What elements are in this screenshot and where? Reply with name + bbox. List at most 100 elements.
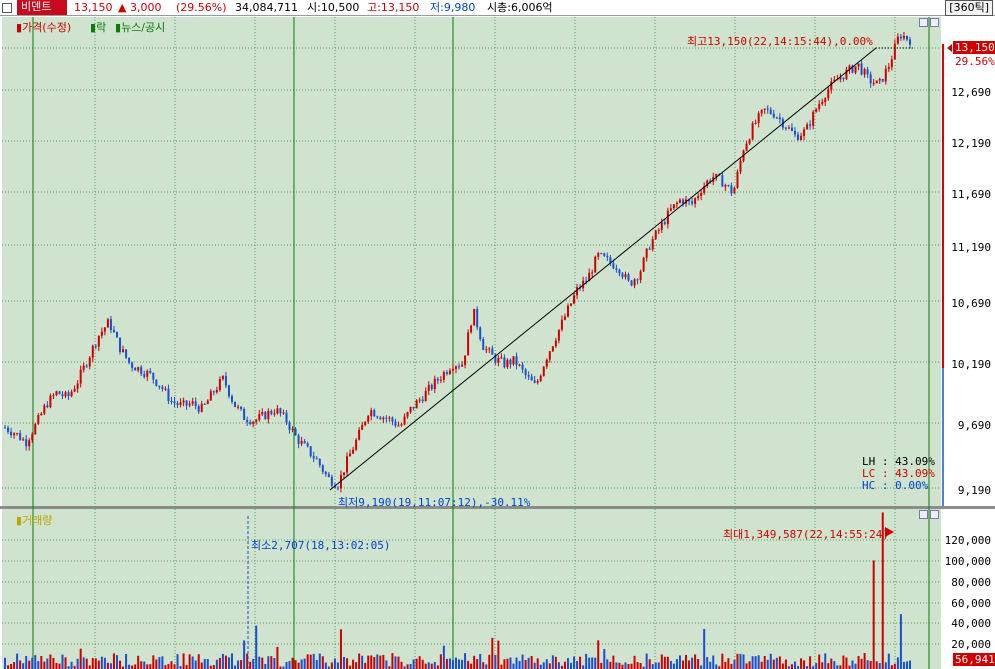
price-candle (524, 369, 527, 376)
legend-volume[interactable]: ▮거래량 (16, 514, 53, 527)
volume-pane-close-icon[interactable] (930, 510, 939, 519)
price-candle (736, 171, 739, 188)
volume-bar (112, 653, 115, 669)
price-candle (131, 362, 134, 368)
volume-bar (470, 663, 473, 669)
volume-bar (376, 654, 379, 669)
volume-bar (106, 662, 109, 669)
price-candle (197, 406, 200, 412)
lh-stat: LH : 43.09% (862, 455, 935, 468)
price-candle (430, 384, 433, 390)
volume-chart-pane[interactable] (2, 509, 941, 669)
legend-rak[interactable]: ▮락 (90, 21, 107, 34)
volume-bar (633, 655, 636, 669)
price-candle (494, 354, 497, 363)
price-candle (869, 74, 872, 84)
volume-bar (630, 663, 633, 669)
volume-bar (806, 666, 809, 669)
stock-name[interactable]: 비덴트 (17, 0, 67, 15)
volume-bar (521, 654, 524, 669)
volume-bar (815, 663, 818, 669)
price-candle (125, 349, 128, 358)
price-candle (179, 402, 182, 405)
price-candle (651, 239, 654, 250)
price-candle (439, 379, 442, 381)
volume-bar (224, 655, 227, 669)
volume-bar (566, 658, 569, 669)
volume-bar (479, 653, 482, 669)
price-candle (161, 386, 164, 390)
price-candle (563, 316, 566, 320)
volume-bar (336, 662, 339, 669)
price-candle (612, 262, 615, 269)
price-candle (342, 472, 345, 475)
lc-stat: LC : 43.09% (862, 467, 935, 480)
price-candle (370, 410, 373, 417)
price-candle (37, 415, 40, 425)
volume-bar (830, 658, 833, 669)
price-candle (824, 98, 827, 103)
price-candle (415, 400, 418, 409)
legend-news[interactable]: ▮뉴스/공시 (115, 21, 166, 34)
price-pane-close-icon[interactable] (930, 18, 939, 27)
volume-bar (860, 658, 863, 669)
price-candle (461, 364, 464, 367)
volume-bar (603, 649, 606, 669)
volume-bar (733, 659, 736, 669)
volume-bar (842, 655, 845, 669)
legend-price[interactable]: ▮가격(수정) (16, 21, 72, 34)
price-axis-label: 9,190 (957, 484, 991, 497)
price-candle (288, 422, 291, 430)
volume-bar (909, 660, 911, 669)
volume-bar (651, 664, 654, 669)
volume-bar (191, 656, 194, 669)
volume-bar (600, 662, 603, 669)
volume-pane-minimize-icon[interactable] (919, 510, 928, 519)
price-candle (542, 366, 545, 376)
select-checkbox[interactable] (2, 3, 12, 13)
volume-bar (869, 660, 872, 669)
price-candle (318, 458, 321, 466)
price-axis-label: 11,190 (951, 241, 991, 254)
volume-bar (754, 656, 757, 669)
volume-bar (579, 656, 582, 669)
price-candle (803, 129, 806, 136)
tick-range-selector[interactable]: [360틱] (945, 0, 993, 16)
price-candle (800, 135, 803, 140)
current-pct-tag: 29.56% (953, 55, 995, 68)
volume-bar (660, 654, 663, 669)
price-pane-minimize-icon[interactable] (919, 18, 928, 27)
price-candle (890, 59, 893, 68)
volume-bar (582, 665, 585, 669)
max-volume-annotation: 최대1,349,587(22,14:55:24) (723, 528, 889, 541)
volume-bar (905, 661, 908, 669)
volume-bar (451, 659, 454, 669)
volume-bar (772, 659, 775, 669)
volume-bar (790, 664, 793, 669)
volume-bar (261, 657, 264, 669)
price-candle (315, 458, 318, 460)
price-candle (860, 63, 863, 75)
price-candle (727, 185, 730, 187)
price-candle (76, 383, 79, 389)
price-candle (454, 366, 457, 369)
volume-bar (769, 653, 772, 669)
price-candle (321, 465, 324, 472)
price-candle (448, 370, 451, 374)
volume-bar (591, 657, 594, 669)
volume-bar (875, 661, 878, 669)
price-chart-pane[interactable] (2, 17, 941, 506)
price-candle (224, 375, 227, 386)
volume-bar (243, 640, 246, 669)
volume-bar (560, 665, 563, 669)
price-candle (237, 406, 240, 408)
pane-divider[interactable] (0, 506, 995, 509)
volume-bar (554, 656, 557, 669)
price-candle (300, 441, 303, 444)
price-candle (488, 348, 491, 350)
price-candle (666, 210, 669, 225)
price-candle (258, 414, 261, 420)
volume-bar (675, 659, 678, 669)
price-candle (203, 403, 206, 405)
